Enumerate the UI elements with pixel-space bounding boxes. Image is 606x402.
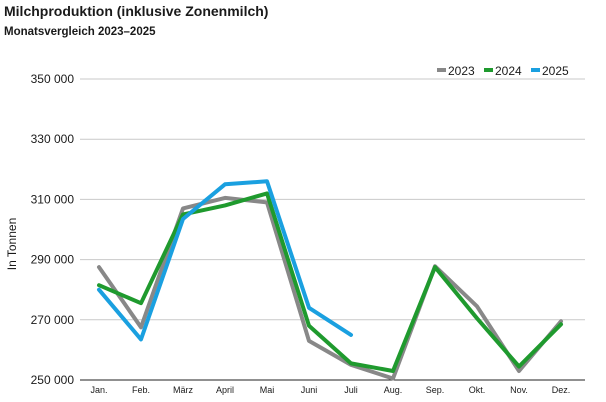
- x-tick-label: Jan.: [90, 385, 107, 395]
- x-tick-label: Mai: [260, 385, 275, 395]
- legend-label-2025: 2025: [542, 64, 569, 78]
- x-tick-label: Dez.: [552, 385, 571, 395]
- chart-title: Milchproduktion (inklusive Zonenmilch): [4, 3, 269, 19]
- y-tick-label: 250 000: [31, 373, 75, 387]
- y-tick-label: 330 000: [31, 132, 75, 146]
- y-axis-label: In Tonnen: [5, 218, 19, 271]
- legend-label-2024: 2024: [495, 64, 522, 78]
- series-line-2024: [97, 191, 563, 373]
- series-lines: [97, 179, 563, 381]
- series-line-2023: [97, 195, 563, 381]
- x-tick-label: April: [216, 385, 234, 395]
- legend-label-2023: 2023: [448, 64, 475, 78]
- legend: 2023 2024 2025: [437, 64, 569, 78]
- legend-swatch-2025: [531, 68, 540, 72]
- x-tick-label: Okt.: [469, 385, 486, 395]
- y-axis-ticks: 250 000 270 000 290 000 310 000 330 000 350 0…: [31, 72, 75, 387]
- y-tick-label: 290 000: [31, 253, 75, 267]
- x-tick-label: Nov.: [510, 385, 528, 395]
- legend-swatch-2024: [484, 68, 493, 72]
- x-tick-label: Juni: [301, 385, 318, 395]
- y-tick-label: 310 000: [31, 192, 75, 206]
- y-tick-label: 270 000: [31, 313, 75, 327]
- x-tick-label: Juli: [344, 385, 358, 395]
- legend-swatch-2023: [437, 68, 446, 72]
- x-tick-label: März: [173, 385, 193, 395]
- y-tick-label: 350 000: [31, 72, 75, 86]
- x-tick-label: Feb.: [132, 385, 150, 395]
- x-tick-label: Aug.: [384, 385, 403, 395]
- chart-subtitle: Monatsvergleich 2023–2025: [4, 26, 156, 38]
- series-line-2025: [97, 179, 353, 342]
- x-axis-ticks: Jan. Feb. März April Mai Juni Juli Aug. Sep. Okt.…: [90, 385, 570, 395]
- x-tick-label: Sep.: [426, 385, 445, 395]
